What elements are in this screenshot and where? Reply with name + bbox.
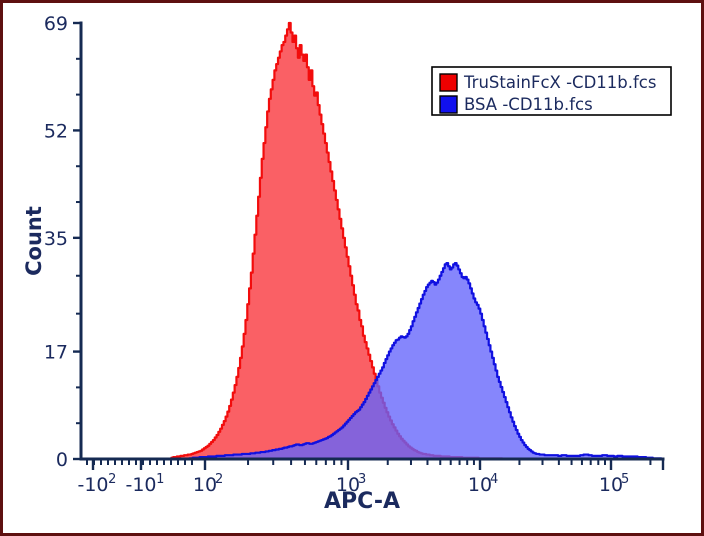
x-tick-label: -10 — [77, 474, 108, 496]
y-tick-label: 17 — [44, 342, 68, 364]
histogram-area — [79, 262, 665, 461]
legend-label-trustainfcx[interactable]: TruStainFcX -CD11b.fcs — [463, 73, 656, 92]
histogram-series-bsa — [79, 262, 665, 461]
legend-swatch-trustainfcx[interactable] — [439, 73, 458, 92]
x-tick-label-exponent: 5 — [621, 472, 629, 487]
x-tick-label: 10 — [468, 474, 492, 496]
y-tick-label: 35 — [44, 228, 68, 250]
x-axis-title: APC-A — [324, 489, 400, 514]
x-tick-label-exponent: 4 — [490, 472, 498, 487]
x-tick-label-exponent: 3 — [358, 472, 366, 487]
x-tick-label-exponent: 2 — [215, 472, 223, 487]
y-tick-label: 0 — [56, 449, 68, 471]
legend[interactable]: TruStainFcX -CD11b.fcs BSA -CD11b.fcs — [431, 66, 672, 116]
axes-layer — [73, 21, 665, 470]
x-tick-label-exponent: 2 — [108, 472, 116, 487]
legend-label-bsa[interactable]: BSA -CD11b.fcs — [464, 95, 593, 114]
x-tick-label-exponent: 1 — [156, 472, 164, 487]
legend-box — [431, 66, 672, 116]
y-tick-label: 69 — [44, 13, 68, 35]
x-tick-label: 10 — [336, 474, 360, 496]
y-axis-title: Count — [22, 206, 46, 276]
x-tick-label: 10 — [193, 474, 217, 496]
x-tick-label: 10 — [599, 474, 623, 496]
x-tick-label: -10 — [125, 474, 156, 496]
legend-swatch-bsa[interactable] — [439, 95, 458, 114]
y-tick-label: 52 — [44, 120, 68, 142]
